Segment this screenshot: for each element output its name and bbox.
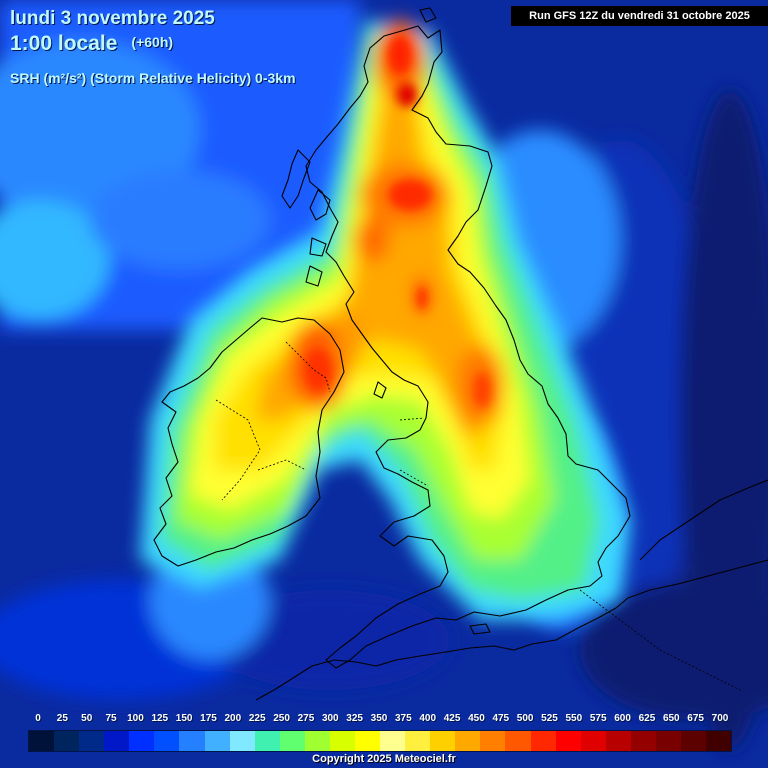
coast-mull: [309, 237, 327, 257]
legend-swatch: [179, 731, 205, 751]
legend-label: 650: [662, 713, 680, 724]
legend-label: 550: [565, 713, 583, 724]
legend-label: 175: [200, 713, 217, 724]
legend-label: 225: [248, 713, 266, 724]
coast-brittany: [255, 679, 291, 701]
legend-swatch: [204, 731, 230, 751]
legend-swatch: [505, 731, 531, 751]
legend-label: 700: [711, 713, 729, 724]
legend-label: 425: [443, 713, 461, 724]
legend-swatch: [79, 731, 105, 751]
legend-swatch: [355, 731, 381, 751]
forecast-time-text: 1:00 locale: [10, 32, 118, 55]
legend-label: 450: [468, 713, 485, 724]
legend-label: 150: [175, 713, 193, 724]
legend-swatch: [681, 731, 707, 751]
legend-label: 300: [321, 713, 339, 724]
legend-label: 0: [35, 713, 41, 724]
coast-low-countries: [639, 479, 768, 561]
legend-label: 200: [224, 713, 242, 724]
legend-swatch: [254, 731, 280, 751]
legend-swatch: [706, 731, 732, 751]
legend-label: 625: [638, 713, 656, 724]
legend-swatch: [329, 731, 356, 751]
legend-labels: 0 25 50 75 100 125 150 175 200 225 250 275 300 325 350…: [28, 713, 733, 727]
ocean-shading: [0, 0, 768, 750]
legend-swatch: [380, 731, 406, 751]
legend-swatch: [655, 731, 682, 751]
legend-swatch: [555, 731, 581, 751]
coastlines: [153, 7, 768, 701]
legend-swatch: [154, 731, 180, 751]
legend-swatch: [605, 731, 631, 751]
legend-swatch: [304, 731, 330, 751]
coast-isle-of-man: [373, 381, 387, 399]
forecast-lead-time: (+60h): [131, 34, 174, 50]
copyright: Copyright 2025 Meteociel.fr: [312, 753, 456, 765]
legend-label: 275: [297, 713, 315, 724]
legend-swatch: [630, 731, 656, 751]
run-info: Run GFS 12Z du vendredi 31 octobre 2025: [511, 6, 768, 26]
coast-orkney: [419, 7, 437, 23]
srh-plume: [140, 20, 630, 620]
forecast-time: 1:00 locale (+60h): [10, 32, 173, 56]
legend-swatch: [580, 731, 606, 751]
legend-label: 100: [127, 713, 144, 724]
legend-swatch: [229, 731, 255, 751]
legend-label: 125: [151, 713, 169, 724]
legend-label: 350: [370, 713, 388, 724]
legend-swatch: [455, 731, 481, 751]
coast-islay: [305, 265, 323, 287]
parameter-title: SRH (m²/s²) (Storm Relative Helicity) 0-…: [10, 70, 296, 86]
legend-swatch: [129, 731, 155, 751]
legend-swatch: [430, 731, 456, 751]
coast-hebrides: [281, 149, 311, 209]
legend-label: 25: [56, 713, 68, 724]
legend-label: 500: [516, 713, 534, 724]
coast-great-britain: [305, 25, 631, 669]
legend-swatch: [104, 731, 130, 751]
legend-swatch: [405, 731, 431, 751]
legend-swatch: [54, 731, 80, 751]
coast-isle-of-wight: [469, 623, 491, 635]
legend-label: 250: [273, 713, 290, 724]
legend-label: 75: [105, 713, 117, 724]
coast-france: [289, 559, 768, 681]
srh-cores: [304, 35, 491, 408]
legend-color-bar: [28, 730, 732, 752]
legend-swatch: [29, 731, 55, 751]
borders: [215, 341, 741, 691]
legend-swatch: [279, 731, 305, 751]
forecast-date: lundi 3 novembre 2025: [10, 8, 215, 29]
legend-label: 675: [687, 713, 704, 724]
legend-label: 475: [492, 713, 510, 724]
legend-label: 575: [589, 713, 607, 724]
legend-swatch: [530, 731, 556, 751]
coast-skye: [309, 189, 331, 221]
coast-ireland: [153, 317, 345, 567]
legend-label: 525: [541, 713, 558, 724]
legend-label: 600: [614, 713, 631, 724]
legend-swatch: [480, 731, 506, 751]
legend-label: 375: [395, 713, 412, 724]
legend-label: 325: [346, 713, 363, 724]
legend-label: 400: [419, 713, 437, 724]
legend-label: 50: [81, 713, 93, 724]
